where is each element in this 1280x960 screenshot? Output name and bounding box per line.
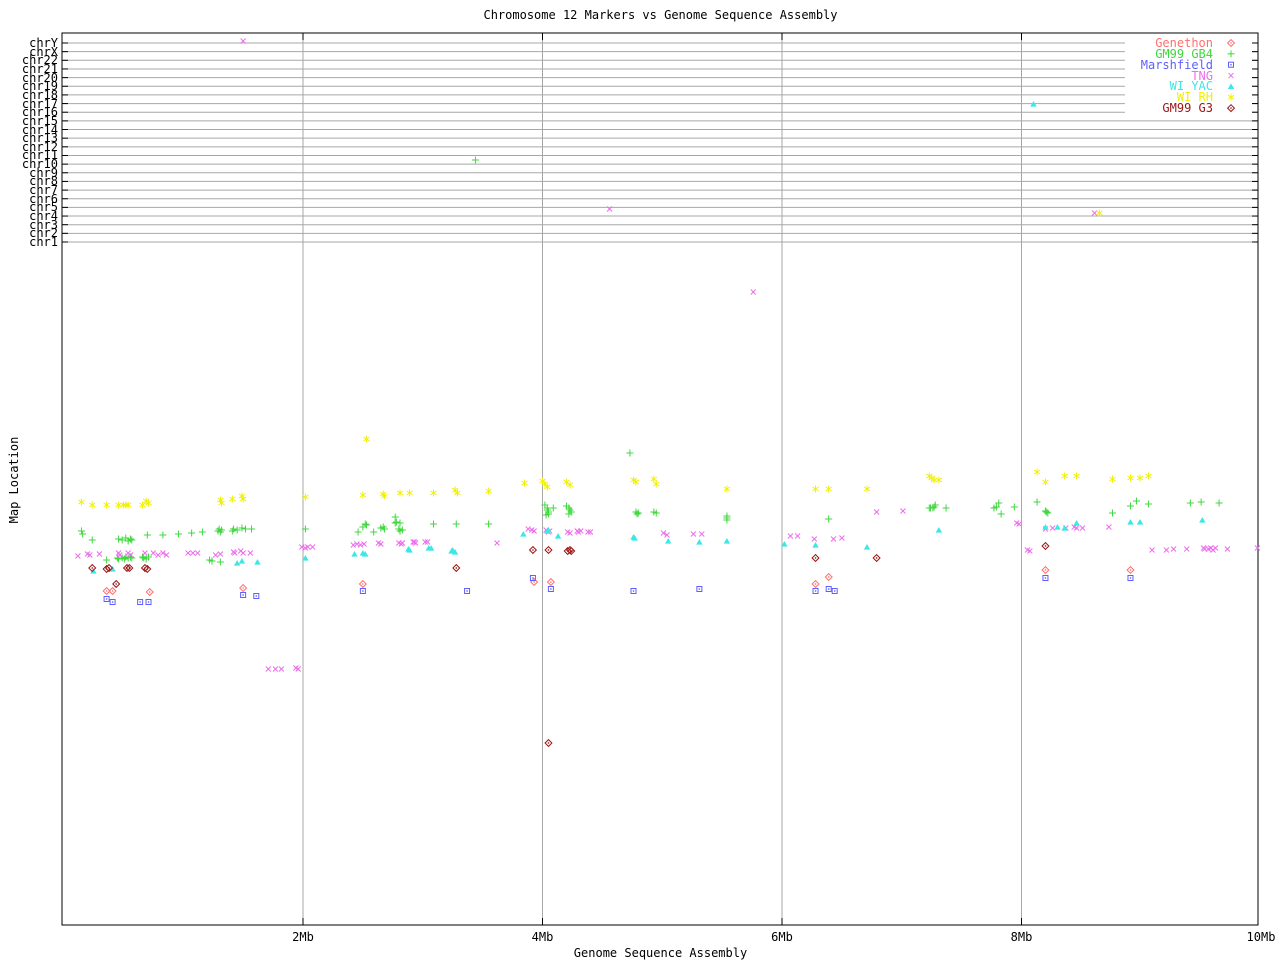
y-tick-label-chr8: chr8	[29, 174, 58, 189]
y-tick-label-chr12: chr12	[21, 139, 58, 154]
y-tick-label-chr4: chr4	[29, 209, 58, 224]
legend-marker-marshfield	[1228, 61, 1234, 68]
y-tick-label-chr6: chr6	[29, 191, 58, 206]
x-tick-label-4Mb: 4Mb	[531, 930, 554, 944]
y-tick-label-chr1: chr1	[29, 235, 58, 249]
legend-label-wi-yac: WI YAC	[1169, 79, 1213, 94]
y-tick-label-chr13: chr13	[21, 131, 58, 146]
legend-marker-wi-yac	[1227, 83, 1235, 89]
series-gm99-g3	[88, 541, 1050, 748]
y-tick-label-chr5: chr5	[29, 200, 58, 215]
legend-marker-tng	[1228, 72, 1234, 79]
series-wi-yac	[90, 101, 1206, 574]
y-tick-label-chr2: chr2	[29, 226, 58, 241]
y-tick-label-chr16: chr16	[21, 105, 58, 120]
y-tick-label-chr3: chr3	[29, 217, 58, 232]
series-marshfield	[103, 575, 1134, 605]
y-tick-label-chr17: chr17	[21, 96, 58, 111]
y-tick-label-chr22: chr22	[21, 53, 58, 68]
x-axis-label: Genome Sequence Assembly	[573, 946, 748, 960]
y-tick-label-chr15: chr15	[21, 113, 58, 128]
x-tick-label-6Mb: 6Mb	[771, 930, 793, 944]
x-tick-label-10Mb: 10Mb	[1246, 930, 1276, 944]
y-tick-label-chr7: chr7	[29, 183, 58, 198]
legend-marker-gm99-gb4	[1227, 50, 1235, 58]
y-tick-label-chrY: chrY	[29, 36, 58, 50]
y-tick-label-chr20: chr20	[21, 70, 58, 85]
legend-label-wi-rh: WI RH	[1176, 90, 1213, 105]
chart-title: Chromosome 12 Markers vs Genome Sequence…	[483, 8, 838, 22]
x-tick-label-8Mb: 8Mb	[1010, 930, 1033, 944]
y-tick-label-chr18: chr18	[21, 87, 58, 102]
legend-marker-genethon	[1226, 38, 1236, 48]
legend-label-tng: TNG	[1191, 68, 1213, 83]
series-genethon	[102, 565, 1135, 597]
y-tick-label-chr19: chr19	[21, 79, 58, 94]
series-gm99-gb4	[77, 156, 1223, 566]
y-tick-label-chr14: chr14	[21, 122, 58, 137]
legend-label-marshfield: Marshfield	[1140, 57, 1213, 72]
series-wi-rh	[78, 209, 1152, 509]
y-tick-label-chr10: chr10	[21, 157, 58, 172]
x-tick-label-2Mb: 2Mb	[292, 930, 314, 944]
plot-border	[61, 32, 1259, 926]
y-tick-label-chrX: chrX	[29, 44, 58, 59]
y-tick-label-chr21: chr21	[21, 61, 58, 76]
legend-label-gm99-g3: GM99 G3	[1162, 101, 1213, 116]
legend-label-gm99-gb4: GM99 GB4	[1155, 46, 1213, 61]
legend-label-genethon: Genethon	[1155, 36, 1213, 50]
legend-marker-gm99-g3	[1226, 103, 1236, 113]
legend-marker-wi-rh	[1227, 93, 1235, 101]
y-tick-label-chr9: chr9	[29, 165, 58, 180]
series-tng	[75, 38, 1261, 672]
y-tick-label-chr11: chr11	[21, 148, 58, 163]
